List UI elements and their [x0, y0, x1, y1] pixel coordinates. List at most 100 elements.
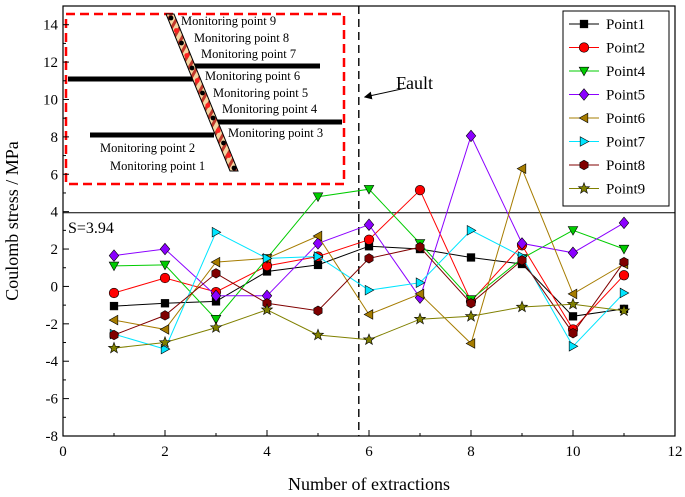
data-point — [211, 268, 221, 279]
data-point — [516, 237, 528, 250]
data-point — [516, 163, 527, 174]
fault-label: Fault — [396, 73, 433, 93]
data-point — [464, 309, 478, 322]
inset-point-dot — [189, 65, 195, 71]
inset-point-dot — [184, 53, 190, 58]
y-tick-label: 8 — [51, 130, 59, 146]
data-point — [159, 242, 171, 256]
data-point — [210, 256, 221, 268]
data-point — [160, 299, 170, 308]
inset-label-point-2: Monitoring point 2 — [100, 141, 195, 155]
data-point — [414, 288, 425, 300]
legend-item-point8: Point8 — [569, 158, 645, 174]
legend-item-point1: Point1 — [569, 17, 645, 33]
data-point — [466, 225, 477, 236]
data-point — [108, 261, 120, 272]
data-point — [210, 289, 222, 303]
data-point — [159, 260, 171, 271]
series-point8 — [109, 242, 629, 341]
data-point — [568, 312, 578, 321]
data-point — [414, 185, 426, 196]
inset-point-dot — [231, 165, 237, 171]
legend-label: Point7 — [606, 135, 646, 151]
y-axis-title: Coulomb stress / MPa — [2, 141, 22, 301]
data-point — [363, 309, 374, 320]
x-axis-title: Number of extractions — [288, 474, 450, 494]
data-point — [364, 253, 374, 264]
data-point — [311, 328, 325, 341]
x-tick-label: 4 — [263, 444, 271, 460]
y-tick-label: 2 — [51, 242, 59, 258]
x-tick-label: 0 — [59, 444, 67, 460]
legend-label: Point8 — [606, 158, 645, 174]
inset-label-point-7: Monitoring point 7 — [201, 47, 296, 61]
data-point — [109, 329, 119, 341]
legend: Point1 Point2 Point4 Point5 Point6 Point7 Poin… — [562, 10, 670, 207]
legend-box — [562, 10, 670, 207]
legend-marker — [578, 88, 590, 101]
legend-label: Point1 — [606, 17, 645, 33]
data-point — [109, 301, 119, 311]
legend-item-point5: Point5 — [569, 88, 645, 104]
legend-marker — [579, 19, 589, 29]
inset-point-dot — [221, 140, 226, 146]
data-point — [465, 338, 476, 349]
inset-label-point-4: Monitoring point 4 — [222, 102, 318, 116]
data-point — [568, 340, 579, 352]
y-tick-label: 10 — [43, 92, 58, 108]
data-point — [312, 192, 324, 203]
data-point — [159, 324, 170, 335]
legend-item-point4: Point4 — [569, 64, 646, 80]
legend-marker — [577, 181, 591, 194]
inset-point-dot — [179, 40, 184, 46]
series-point7 — [109, 225, 630, 355]
y-tick-label: 4 — [51, 205, 59, 221]
data-point — [618, 270, 630, 281]
legend-label: Point6 — [606, 111, 646, 127]
x-tick-label: 10 — [566, 444, 581, 460]
x-tick-label: 2 — [161, 444, 169, 460]
data-point — [108, 314, 119, 326]
data-point — [363, 185, 375, 195]
x-tick-label: 8 — [467, 444, 475, 460]
data-point — [567, 226, 579, 236]
inset-point-dot — [194, 78, 200, 83]
inset-point-dot — [226, 153, 232, 158]
legend-item-point6: Point6 — [569, 111, 646, 127]
data-point — [260, 303, 274, 316]
data-point — [107, 341, 121, 354]
data-point — [313, 251, 324, 262]
data-point — [466, 298, 476, 309]
legend-label: Point2 — [606, 41, 645, 57]
inset-point-dot — [205, 103, 211, 108]
legend-item-point7: Point7 — [569, 135, 646, 151]
data-point — [108, 287, 120, 299]
data-point — [363, 218, 375, 231]
inset-point-dot — [200, 90, 205, 96]
y-tick-label: 14 — [43, 18, 59, 34]
x-tick-label: 6 — [365, 444, 373, 460]
y-tick-label: 6 — [51, 167, 59, 183]
data-point — [312, 230, 323, 242]
fault-arrow — [363, 87, 407, 100]
data-point — [363, 234, 375, 245]
data-point — [364, 284, 375, 296]
inset-label-point-3: Monitoring point 3 — [228, 126, 323, 140]
legend-label: Point5 — [606, 88, 645, 104]
inset-label-point-9: Monitoring point 9 — [181, 14, 276, 28]
y-tick-label: -4 — [46, 354, 59, 370]
legend-label: Point9 — [606, 182, 645, 198]
data-point — [160, 343, 171, 355]
data-point — [515, 300, 529, 313]
data-point — [108, 249, 120, 262]
x-tick-label: 12 — [668, 444, 683, 460]
legend-marker — [578, 66, 590, 77]
inset-point-dot — [173, 28, 179, 33]
data-point — [617, 304, 631, 317]
inset-point-dot — [168, 15, 174, 21]
data-point — [466, 253, 476, 262]
inset-point-dot — [215, 128, 221, 133]
inset-label-point-1: Monitoring point 1 — [110, 159, 205, 173]
legend-item-point2: Point2 — [569, 41, 645, 57]
inset-point-dot — [210, 115, 216, 121]
